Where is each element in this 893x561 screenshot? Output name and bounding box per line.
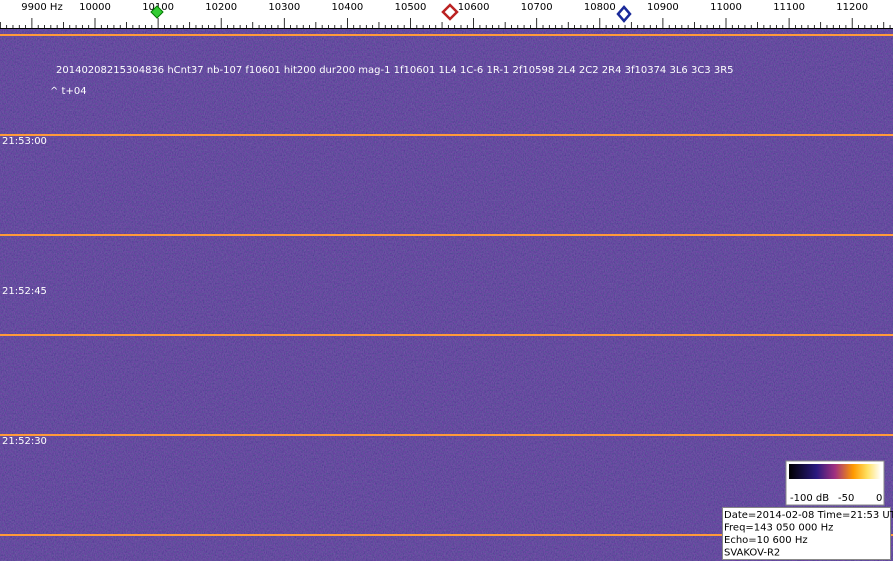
info-lines: Date=2014-02-08 Time=21:53 UTC Freq=143 0…	[724, 510, 893, 559]
frequency-label: 10500	[395, 2, 427, 13]
time-label: 21:52:30	[2, 436, 47, 447]
frequency-label: 10700	[521, 2, 553, 13]
frequency-label: 10300	[268, 2, 300, 13]
frequency-label: 10400	[331, 2, 363, 13]
annotation-line: ^ t+04	[50, 86, 87, 97]
frequency-label: 10000	[79, 2, 111, 13]
info-line: Freq=143 050 000 Hz	[724, 523, 833, 534]
info-line: SVAKOV-R2	[724, 548, 780, 559]
info-line: Echo=10 600 Hz	[724, 535, 808, 546]
marker-green	[150, 5, 164, 19]
info-box	[722, 507, 891, 560]
marker-red	[441, 3, 459, 21]
frequency-label: 11200	[836, 2, 868, 13]
time-label: 21:53:00	[2, 136, 47, 147]
marker-blue	[616, 5, 632, 23]
frequency-label: 10200	[205, 2, 237, 13]
frequency-label: 10600	[458, 2, 490, 13]
color-scale-label: -50	[838, 493, 854, 504]
color-scale-label: -100 dB	[790, 493, 829, 504]
info-line: Date=2014-02-08 Time=21:53 UTC	[724, 510, 893, 521]
color-scale-label: 0	[876, 493, 882, 504]
annotation-line: 20140208215304836 hCnt37 nb-107 f10601 h…	[56, 65, 734, 76]
frequency-label: 10900	[647, 2, 679, 13]
frequency-label: 9900 Hz	[21, 2, 62, 13]
color-scale-bar	[789, 464, 881, 479]
time-label: 21:52:45	[2, 286, 47, 297]
waterfall-noise	[0, 29, 893, 561]
frequency-label: 10800	[584, 2, 616, 13]
time-labels: 21:53:00 21:52:45 21:52:30	[2, 136, 47, 447]
frequency-label: 11100	[773, 2, 805, 13]
frequency-label: 11000	[710, 2, 742, 13]
